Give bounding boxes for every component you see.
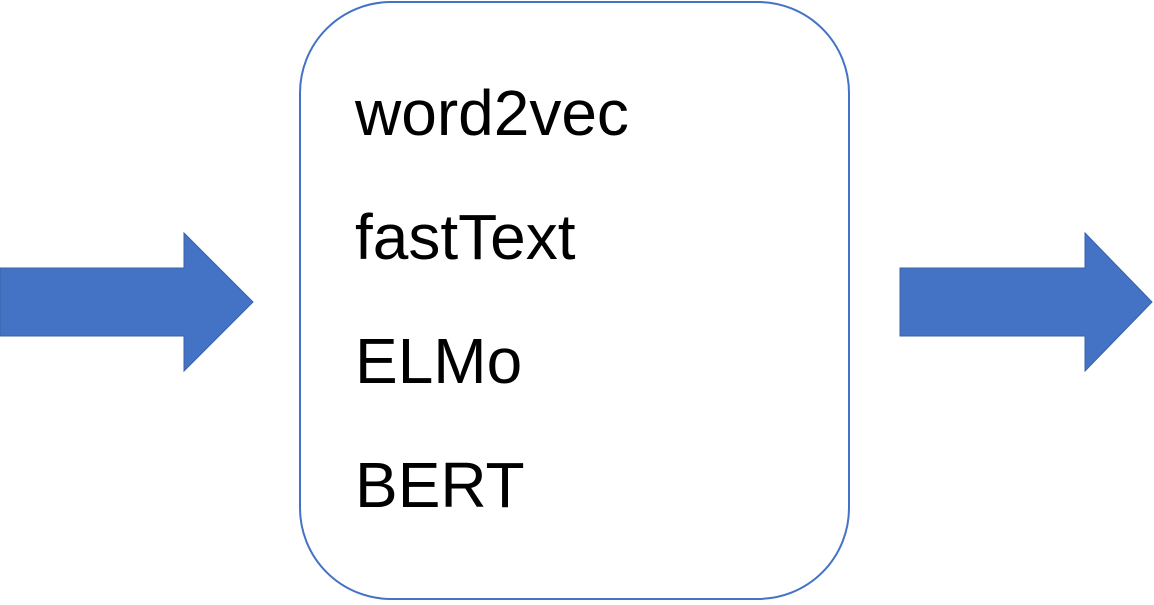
model-item-fasttext: fastText [355, 201, 576, 273]
model-list: word2vec fastText ELMo BERT [355, 81, 629, 577]
output-arrow-shape [899, 231, 1153, 373]
model-item-word2vec: word2vec [355, 77, 629, 149]
input-arrow-shape [0, 231, 254, 373]
embedding-models-box: word2vec fastText ELMo BERT [299, 1, 850, 600]
model-item-elmo: ELMo [355, 325, 523, 397]
input-arrow [0, 231, 254, 373]
model-item-bert: BERT [355, 449, 525, 521]
